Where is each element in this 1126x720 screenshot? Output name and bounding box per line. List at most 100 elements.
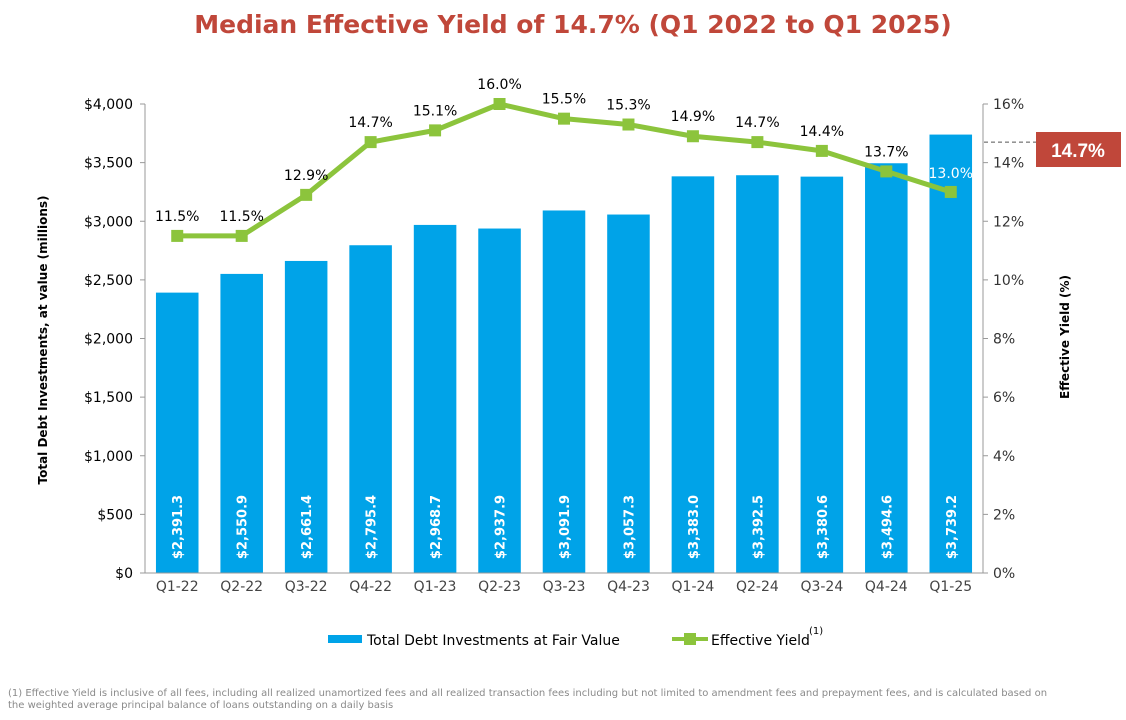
legend-bar-label: Total Debt Investments at Fair Value: [366, 633, 620, 649]
y2-tick-label: 12%: [993, 214, 1024, 230]
y-tick-label: $4,000: [84, 97, 133, 113]
x-tick-label: Q3-22: [285, 579, 328, 595]
chart-title: Median Effective Yield of 14.7% (Q1 2022…: [194, 10, 952, 39]
y-axis-title: Total Debt Investments, at value (millio…: [36, 196, 50, 485]
legend: Total Debt Investments at Fair Value Eff…: [328, 626, 823, 649]
y2-tick-label: 16%: [993, 97, 1024, 113]
y2-ticks-group: 0% 2% 4% 6% 8% 10% 12% 14% 16%: [983, 97, 1024, 582]
bar-Q1-22: [155, 292, 199, 573]
bar-value-label: $2,795.4: [365, 495, 380, 559]
yield-value-label: 13.7%: [864, 144, 908, 160]
footnote: (1) Effective Yield is inclusive of all …: [8, 688, 1048, 711]
bar-value-label: $3,494.6: [880, 495, 895, 559]
bar-Q1-23: [413, 224, 457, 573]
chart-svg: $2,391.3 $2,550.9 $2,661.4 $2,795.4 $2,968.7…: [36, 77, 1121, 649]
yield-point-Q4-22: [364, 136, 377, 149]
legend-line-marker: [684, 633, 696, 645]
yield-value-label: 11.5%: [219, 209, 263, 225]
yield-point-Q1-25: [944, 185, 957, 198]
bar-Q4-22: [349, 245, 392, 573]
x-tick-label: Q1-22: [156, 579, 199, 595]
bar-Q1-24: [671, 176, 715, 573]
legend-line-label: Effective Yield: [711, 633, 810, 649]
x-tick-label: Q3-23: [543, 579, 586, 595]
yield-value-label: 14.4%: [800, 124, 844, 140]
x-tick-label: Q4-23: [607, 579, 650, 595]
yield-value-label: 14.9%: [671, 109, 715, 125]
bar-value-label: $2,937.9: [494, 495, 509, 559]
bar-value-label: $3,380.6: [816, 495, 831, 559]
x-tick-label: Q4-24: [865, 579, 908, 595]
bar-Q4-23: [607, 214, 650, 574]
y-tick-label: $1,500: [84, 390, 133, 406]
bar-Q2-23: [478, 228, 521, 573]
y2-tick-label: 2%: [993, 507, 1015, 523]
y2-tick-label: 14%: [993, 156, 1024, 172]
bar-labels-group: $2,391.3 $2,550.9 $2,661.4 $2,795.4 $2,968.7…: [171, 495, 960, 559]
median-callout-box: [1036, 132, 1121, 167]
bar-value-label: $2,661.4: [300, 495, 315, 559]
y-tick-label: $2,500: [84, 273, 133, 289]
bar-value-label: $3,091.9: [558, 495, 573, 559]
yield-value-label: 12.9%: [284, 168, 328, 184]
yield-point-Q3-22: [300, 188, 313, 201]
y-tick-label: $3,000: [84, 214, 133, 230]
yield-point-Q3-24: [815, 144, 828, 157]
x-tick-label: Q3-24: [800, 579, 843, 595]
bars-group: [155, 134, 973, 574]
legend-superscript: (1): [809, 626, 823, 637]
yield-point-Q3-23: [558, 112, 570, 125]
yield-value-label: 14.7%: [735, 115, 779, 131]
y-tick-label: $2,000: [84, 332, 133, 348]
x-tick-label: Q1-23: [414, 579, 457, 595]
y2-tick-label: 10%: [993, 273, 1024, 289]
yield-point-Q4-24: [880, 165, 893, 178]
yield-point-Q1-22: [171, 229, 184, 242]
yield-value-label: 16.0%: [477, 77, 521, 93]
bar-Q4-24: [865, 163, 908, 573]
yield-points-group: [171, 98, 957, 242]
yield-point-Q2-24: [751, 136, 764, 149]
bar-Q2-22: [220, 273, 263, 573]
yield-value-label: 15.5%: [542, 92, 586, 108]
bar-Q1-25: [929, 134, 973, 573]
x-tick-label: Q1-25: [929, 579, 972, 595]
y2-axis-title: Effective Yield (%): [1058, 275, 1072, 399]
x-tick-label: Q2-24: [736, 579, 779, 595]
yield-value-label: 11.5%: [155, 209, 199, 225]
bar-value-label: $3,739.2: [945, 495, 960, 559]
x-tick-label: Q1-24: [672, 579, 715, 595]
x-tick-label: Q2-22: [220, 579, 263, 595]
bar-Q3-22: [284, 260, 328, 573]
bar-value-label: $3,383.0: [687, 495, 702, 559]
bar-Q2-24: [736, 175, 779, 573]
x-tick-label: Q2-23: [478, 579, 521, 595]
bar-value-label: $2,550.9: [236, 495, 251, 559]
yield-value-label: 14.7%: [348, 115, 392, 131]
y-tick-label: $3,500: [84, 156, 133, 172]
bar-Q3-23: [542, 210, 586, 573]
bar-value-label: $2,968.7: [429, 495, 444, 559]
yield-point-Q2-22: [235, 229, 248, 242]
legend-bar-swatch: [328, 635, 362, 643]
yield-point-Q1-23: [429, 124, 442, 137]
y-tick-label: $0: [115, 566, 133, 582]
x-tick-label: Q4-22: [349, 579, 392, 595]
median-callout-text: 14.7%: [1051, 141, 1105, 162]
y2-tick-label: 6%: [993, 390, 1015, 406]
bar-value-label: $3,057.3: [622, 495, 637, 559]
y2-tick-label: 0%: [993, 566, 1015, 582]
yield-point-Q4-23: [622, 118, 635, 131]
y2-tick-label: 8%: [993, 332, 1015, 348]
y2-tick-label: 4%: [993, 449, 1015, 465]
yield-value-label: 15.1%: [413, 103, 457, 119]
yield-value-label: 15.3%: [606, 98, 650, 114]
yield-value-label: 13.0%: [929, 166, 973, 182]
y-tick-label: $1,000: [84, 449, 133, 465]
yield-point-Q1-24: [686, 130, 699, 143]
x-ticks-group: Q1-22 Q2-22 Q3-22 Q4-22 Q1-23 Q2-23 Q3-23 Q4-23…: [156, 579, 972, 595]
bar-Q3-24: [800, 176, 844, 574]
y-tick-label: $500: [97, 507, 133, 523]
yield-labels-group: 11.5% 11.5% 12.9% 14.7% 15.1% 16.0% 15.5% 15.3%…: [155, 77, 973, 225]
bar-value-label: $2,391.3: [171, 495, 186, 559]
